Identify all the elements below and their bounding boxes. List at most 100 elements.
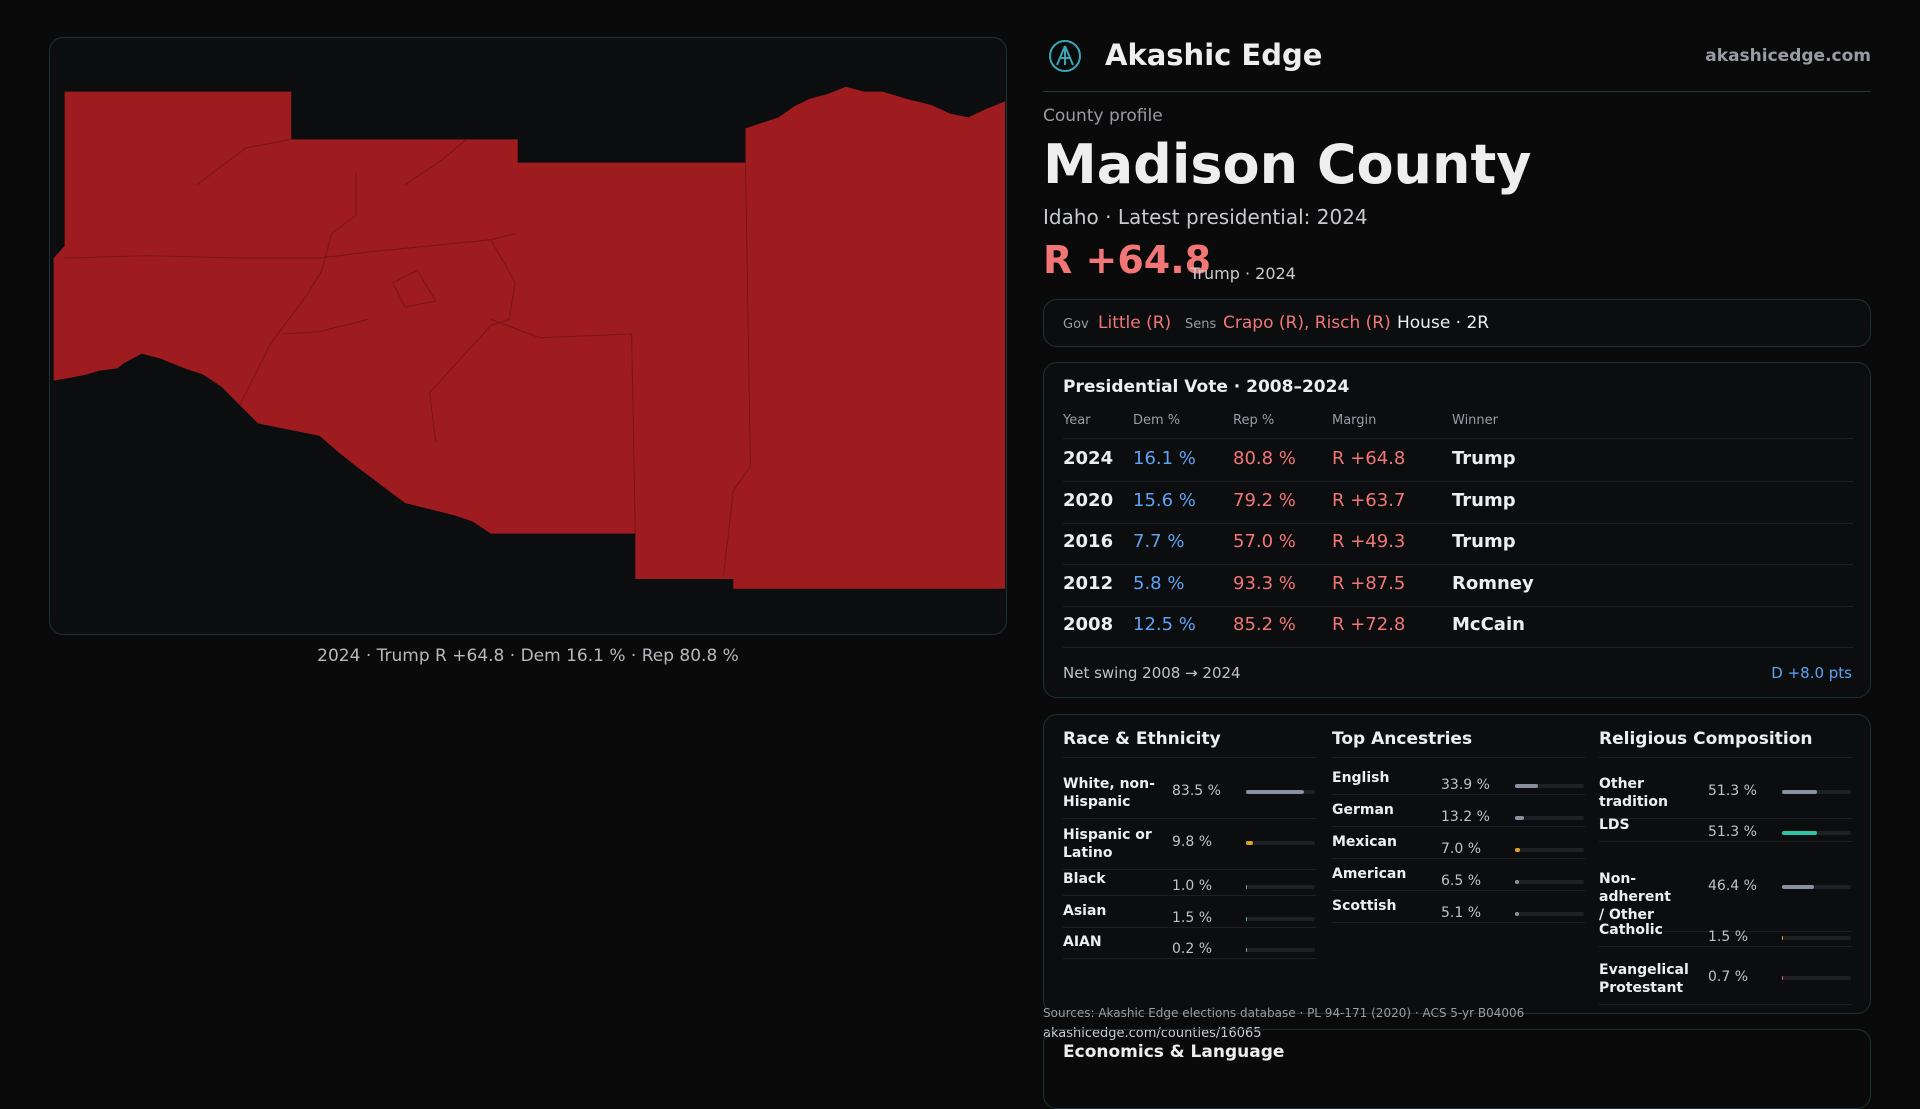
column-header: Margin — [1332, 413, 1377, 428]
cell: 2024 — [1063, 448, 1114, 469]
item-value: 1.5 % — [1708, 929, 1749, 945]
economics-title: Economics & Language — [1063, 1042, 1285, 1062]
cell: 57.0 % — [1233, 531, 1296, 552]
county-map — [53, 86, 1006, 589]
demographics-panel: Race & Ethnicity White, non-Hispanic 83.5 … — [1043, 714, 1871, 1014]
brand-name[interactable]: Akashic Edge — [1105, 38, 1323, 72]
item-name: German — [1332, 802, 1394, 818]
cell: R +49.3 — [1332, 531, 1406, 552]
row-divider — [1332, 922, 1585, 923]
bar-track — [1782, 936, 1851, 940]
bar — [1246, 790, 1304, 794]
bar-track — [1515, 880, 1584, 884]
swing-label: Net swing 2008 → 2024 — [1063, 664, 1241, 682]
row-divider — [1063, 564, 1853, 565]
bar — [1782, 976, 1783, 980]
bar-track — [1515, 912, 1584, 916]
subtitle: Idaho · Latest presidential: 2024 — [1043, 205, 1368, 229]
house: House · 2R — [1397, 313, 1490, 333]
group-title: Race & Ethnicity — [1063, 729, 1221, 749]
row-divider — [1599, 931, 1852, 932]
item-name: Other tradition — [1599, 776, 1668, 810]
row-divider — [1063, 895, 1316, 896]
cell: Trump — [1452, 489, 1516, 511]
item-value: 0.7 % — [1708, 969, 1749, 985]
row-divider — [1063, 605, 1853, 607]
bar — [1515, 848, 1520, 852]
item-name: Evangelical Protestant — [1599, 962, 1689, 996]
cell: 7.7 % — [1133, 531, 1185, 552]
cell: 2008 — [1063, 614, 1114, 635]
item-value: 0.2 % — [1172, 941, 1213, 957]
group-title: Top Ancestries — [1332, 729, 1473, 749]
item-value: 7.0 % — [1441, 841, 1482, 857]
cell: 85.2 % — [1233, 614, 1296, 635]
cell: R +72.8 — [1332, 614, 1406, 635]
item-value: 6.5 % — [1441, 873, 1482, 889]
column-header: Year — [1063, 413, 1091, 428]
cell: 79.2 % — [1233, 489, 1296, 511]
margin-note: Trump · 2024 — [1190, 264, 1296, 283]
item-value: 13.2 % — [1441, 809, 1490, 825]
bar — [1782, 936, 1784, 940]
cell: Trump — [1452, 448, 1516, 469]
row-divider — [1599, 757, 1852, 758]
swing-value: D +8.0 pts — [1771, 664, 1852, 682]
row-divider — [1063, 869, 1316, 870]
bar-track — [1246, 841, 1315, 845]
column-header: Rep % — [1233, 413, 1275, 428]
item-name: Scottish — [1332, 898, 1397, 914]
divider — [1043, 91, 1871, 92]
row-divider — [1332, 794, 1585, 795]
column-header: Dem % — [1133, 413, 1181, 428]
bar-track — [1246, 948, 1315, 952]
bar — [1782, 831, 1818, 835]
cell: 15.6 % — [1133, 489, 1196, 511]
cell: 80.8 % — [1233, 448, 1296, 469]
cell: 2012 — [1063, 572, 1114, 594]
item-name: AIAN — [1063, 934, 1102, 950]
county-title: Madison County — [1043, 133, 1532, 196]
group-title: Religious Composition — [1599, 729, 1813, 749]
gov-label: Gov — [1063, 317, 1089, 332]
row-divider — [1332, 757, 1585, 758]
bar-track — [1515, 848, 1584, 852]
item-name: Non-adherent / Other — [1599, 871, 1671, 923]
sens-label: Sens — [1185, 317, 1217, 332]
cell: 2020 — [1063, 489, 1114, 511]
row-divider — [1599, 1004, 1852, 1005]
row-divider — [1063, 522, 1853, 524]
item-value: 51.3 % — [1708, 783, 1757, 799]
cell: McCain — [1452, 614, 1525, 635]
item-value: 5.1 % — [1441, 905, 1482, 921]
item-name: Black — [1063, 871, 1106, 887]
sources: Sources: Akashic Edge elections database… — [1043, 1006, 1525, 1020]
sens: Crapo (R), Risch (R) — [1223, 313, 1391, 333]
row-divider — [1063, 818, 1316, 819]
row-divider — [1332, 890, 1585, 891]
bar — [1246, 841, 1253, 845]
vote-title: Presidential Vote · 2008–2024 — [1063, 377, 1350, 397]
bar-track — [1515, 784, 1584, 788]
bar — [1515, 912, 1519, 916]
cell: 2016 — [1063, 531, 1114, 552]
bar-track — [1782, 976, 1851, 980]
bar — [1246, 948, 1247, 952]
bar-track — [1515, 816, 1584, 820]
column-header: Winner — [1452, 413, 1499, 428]
bar — [1782, 885, 1815, 889]
item-value: 51.3 % — [1708, 824, 1757, 840]
map-panel — [49, 37, 1007, 635]
item-name: Catholic — [1599, 922, 1663, 938]
item-name: American — [1332, 866, 1407, 882]
site-link[interactable]: akashicedge.com — [1705, 46, 1871, 66]
row-divider — [1063, 438, 1853, 439]
item-name: Mexican — [1332, 834, 1397, 850]
bar — [1515, 784, 1539, 788]
kicker: County profile — [1043, 106, 1163, 126]
item-name: LDS — [1599, 817, 1630, 833]
cell: 5.8 % — [1133, 572, 1185, 594]
bar — [1782, 790, 1818, 794]
cell: R +63.7 — [1332, 489, 1406, 511]
bar — [1246, 885, 1247, 889]
